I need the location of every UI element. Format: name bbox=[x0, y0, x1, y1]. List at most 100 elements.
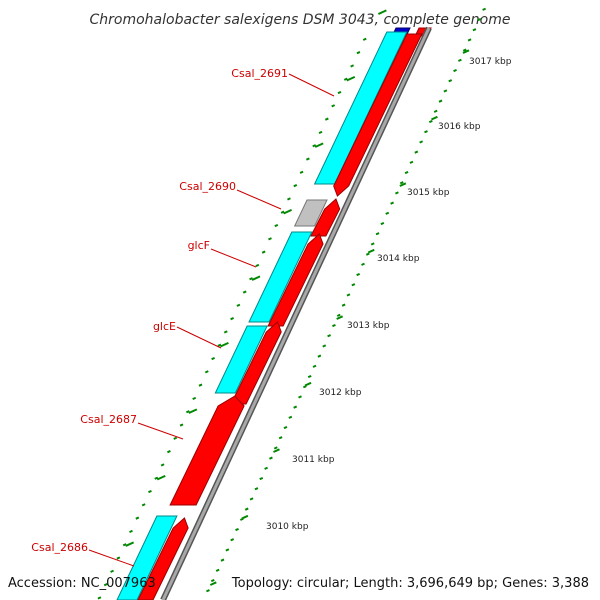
tick-mark bbox=[173, 436, 178, 440]
tick-mark bbox=[438, 99, 443, 103]
tick-mark bbox=[261, 250, 266, 254]
gene-labels: Csal_2691 Csal_2690 glcF glcE Csal_2687 … bbox=[31, 67, 335, 567]
tick-mark bbox=[419, 140, 424, 144]
tick-mark bbox=[453, 68, 457, 73]
leader-line bbox=[236, 189, 282, 210]
tick-mark bbox=[264, 466, 269, 470]
tick-mark bbox=[215, 568, 220, 572]
tick-mark bbox=[346, 293, 351, 297]
tick-mark bbox=[322, 344, 327, 348]
tick-mark bbox=[269, 456, 273, 460]
tick-mark bbox=[331, 104, 336, 108]
tick-mark bbox=[278, 436, 283, 440]
tick-major bbox=[156, 474, 166, 481]
tick-mark bbox=[302, 385, 307, 389]
tick-mark bbox=[362, 37, 367, 41]
tick-mark bbox=[380, 221, 385, 226]
tick-mark bbox=[135, 516, 140, 520]
tick-mark bbox=[236, 303, 241, 307]
tick-mark bbox=[154, 476, 159, 480]
gene-csal-2691-reverse bbox=[333, 33, 423, 197]
leader-line bbox=[288, 73, 335, 97]
tick-mark bbox=[211, 356, 216, 361]
tick-mark bbox=[318, 130, 323, 135]
tick-mark bbox=[122, 543, 127, 547]
tick-mark bbox=[343, 77, 348, 81]
tick-mark bbox=[332, 323, 336, 328]
leader-line bbox=[210, 248, 257, 268]
tick-mark bbox=[280, 210, 285, 214]
tick-mark bbox=[351, 283, 356, 287]
tick-major bbox=[273, 448, 280, 453]
tick-mark bbox=[293, 184, 298, 188]
tick-mark bbox=[129, 529, 133, 534]
kbp-labels: 3017 kbp 3016 kbp 3015 kbp 3014 kbp 3013… bbox=[266, 57, 512, 532]
tick-mark bbox=[327, 334, 331, 338]
tick-mark bbox=[395, 191, 399, 195]
tick-mark bbox=[399, 181, 404, 185]
tick-major bbox=[377, 9, 387, 15]
gene-label-csal-2686: Csal_2686 bbox=[31, 541, 88, 554]
tick-mark bbox=[356, 272, 361, 277]
tick-mark bbox=[299, 170, 304, 174]
leader-line bbox=[88, 549, 135, 567]
tick-mark bbox=[116, 556, 121, 560]
gene-track bbox=[116, 27, 432, 600]
tick-mark bbox=[254, 487, 259, 491]
tick-mark bbox=[375, 232, 380, 236]
leader-line bbox=[176, 326, 222, 349]
tick-mark bbox=[185, 410, 190, 414]
tick-mark bbox=[443, 89, 448, 93]
tick-major bbox=[241, 514, 249, 520]
tick-mark bbox=[259, 476, 264, 481]
tick-major bbox=[188, 408, 198, 414]
tick-mark bbox=[230, 538, 235, 542]
tick-mark bbox=[361, 262, 365, 266]
tick-major bbox=[283, 208, 292, 215]
tick-mark bbox=[414, 150, 419, 154]
gene-label-csal-2687: Csal_2687 bbox=[80, 413, 137, 426]
tick-mark bbox=[404, 170, 409, 175]
tick-mark bbox=[242, 290, 247, 294]
gene-csal-2686-reverse bbox=[137, 517, 189, 600]
tick-mark bbox=[448, 79, 453, 83]
tick-mark bbox=[179, 423, 184, 427]
tick-mark bbox=[433, 109, 438, 113]
tick-mark bbox=[220, 558, 225, 562]
gene-label-csal-2690: Csal_2690 bbox=[179, 180, 236, 193]
tick-mark bbox=[337, 90, 342, 95]
tick-mark bbox=[428, 119, 433, 124]
tick-mark bbox=[206, 589, 210, 593]
tick-major bbox=[220, 341, 229, 348]
tick-mark bbox=[198, 383, 203, 387]
tick-mark bbox=[341, 303, 346, 307]
tick-mark bbox=[457, 58, 462, 62]
tick-mark bbox=[166, 450, 171, 454]
tick-mark bbox=[324, 117, 329, 121]
tick-mark bbox=[298, 395, 302, 399]
tick-mark bbox=[409, 160, 414, 164]
tick-major bbox=[346, 75, 356, 82]
tick-mark bbox=[312, 144, 317, 148]
kbp-label: 3013 kbp bbox=[347, 321, 390, 331]
gene-csal-2686-forward bbox=[116, 515, 178, 600]
tick-mark bbox=[141, 503, 146, 507]
tick-mark bbox=[244, 507, 249, 511]
scale-ticks bbox=[97, 7, 487, 600]
tick-mark bbox=[268, 237, 272, 241]
tick-mark bbox=[255, 263, 260, 268]
tick-mark bbox=[283, 425, 288, 430]
tick-major bbox=[431, 115, 438, 121]
tick-major bbox=[304, 381, 312, 387]
tick-mark bbox=[305, 157, 310, 161]
tick-mark bbox=[274, 223, 279, 228]
gene-glcf-forward bbox=[248, 231, 313, 323]
tick-major bbox=[209, 581, 217, 586]
gene-glce-forward bbox=[214, 325, 268, 394]
topology-text: Topology: circular; Length: 3,696,649 bp… bbox=[231, 576, 589, 591]
tick-mark bbox=[293, 405, 298, 409]
kbp-label: 3016 kbp bbox=[438, 122, 481, 132]
tick-mark bbox=[217, 343, 222, 347]
tick-mark bbox=[230, 317, 234, 321]
gene-label-glcf: glcF bbox=[188, 239, 210, 252]
